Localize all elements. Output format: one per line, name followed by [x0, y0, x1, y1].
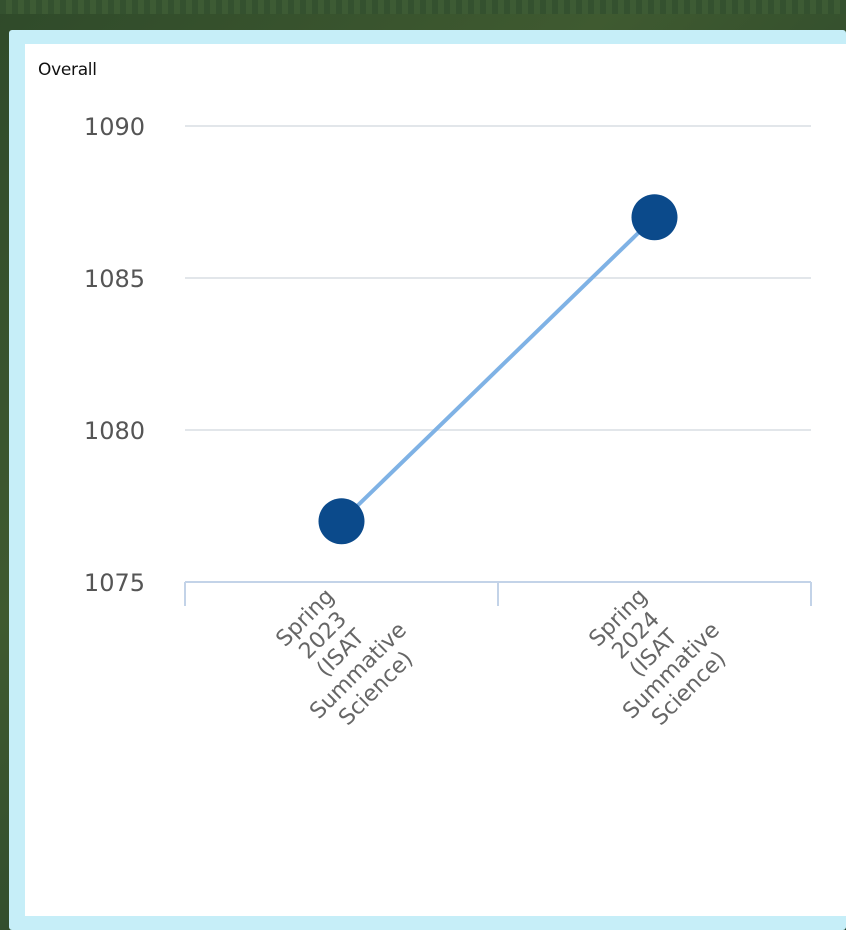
y-tick-label: 1085: [84, 265, 145, 293]
data-point: [318, 498, 365, 545]
series-layer: [318, 194, 678, 545]
chart-card-frame: Overall 1075 1080 1085 1090 Spring 2023 (ISAT…: [9, 30, 846, 930]
y-tick-label: 1080: [84, 417, 145, 445]
series-line: [340, 215, 656, 523]
y-tick-label: 1090: [84, 113, 145, 141]
y-tick-labels: 1075 1080 1085 1090: [84, 113, 145, 597]
y-tick-label: 1075: [84, 569, 145, 597]
background-stripe: [0, 0, 846, 14]
line-chart: 1075 1080 1085 1090 Spring2023(ISATSummativ…: [84, 113, 812, 731]
grid-layer: [185, 125, 811, 431]
data-point: [631, 194, 678, 241]
axis-layer: [184, 581, 812, 606]
chart-title: Overall: [38, 60, 97, 80]
chart-panel: Overall 1075 1080 1085 1090 Spring 2023 (ISAT…: [25, 44, 846, 916]
